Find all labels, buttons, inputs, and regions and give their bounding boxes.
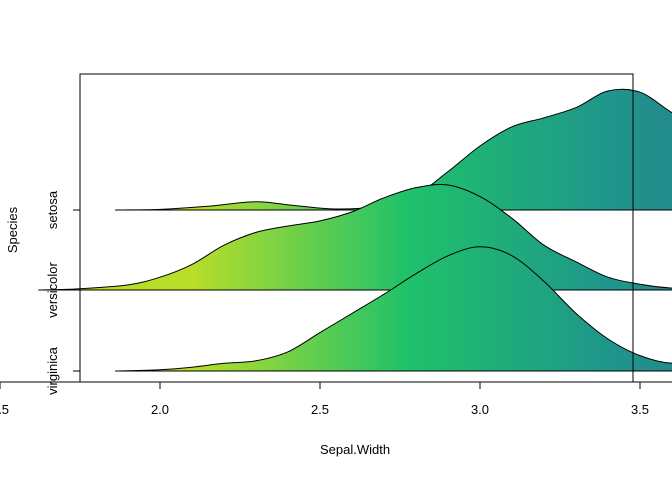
x-axis: 1.52.02.53.03.54.04.5 xyxy=(0,381,672,417)
ridge-setosa xyxy=(115,88,672,211)
ridge-area-virginica xyxy=(115,246,672,371)
x-tick-label: 3.0 xyxy=(471,402,489,417)
x-axis-title: Sepal.Width xyxy=(320,442,390,457)
y-tick-label-virginica: virginica xyxy=(45,346,60,394)
ridge-outline-virginica xyxy=(115,246,672,372)
x-tick-label: 2.5 xyxy=(311,402,329,417)
ridge-virginica xyxy=(115,246,672,372)
y-tick-label-versicolor: versicolor xyxy=(45,262,60,318)
x-tick-label: 1.5 xyxy=(0,402,9,417)
y-axis-title: Species xyxy=(5,206,20,253)
ridge-outline-setosa xyxy=(115,88,672,211)
ridges-group xyxy=(38,88,672,372)
y-tick-label-setosa: setosa xyxy=(45,190,60,229)
ridge-outline-versicolor xyxy=(38,183,672,291)
ridge-area-setosa xyxy=(115,89,672,210)
y-axis: setosa versicolor virginica xyxy=(45,190,81,395)
x-tick-label: 2.0 xyxy=(151,402,169,417)
x-tick-label: 3.5 xyxy=(631,402,649,417)
